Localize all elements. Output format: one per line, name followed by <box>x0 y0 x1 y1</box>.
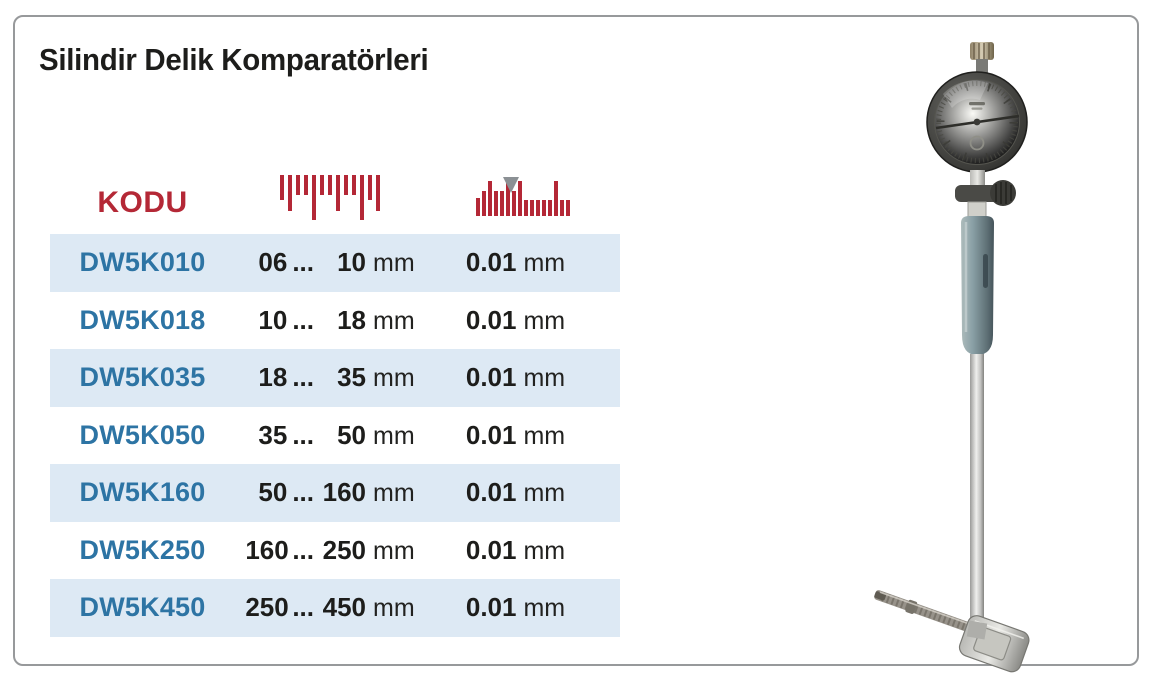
range-dots: ... <box>292 477 314 508</box>
range-unit: mm <box>373 594 415 623</box>
range-from: 10 <box>258 304 288 335</box>
range-unit: mm <box>373 536 415 565</box>
resolution-unit: mm <box>523 364 566 393</box>
header-code-cell: KODU <box>50 186 235 234</box>
dial-bore-gauge-illustration <box>874 42 1030 673</box>
range-dots: ... <box>292 534 314 565</box>
table-row: DW5K050 35... 50 mm 0.01 mm <box>50 407 620 465</box>
resolution-unit: mm <box>523 536 566 565</box>
table-row: DW5K010 06... 10 mm 0.01 mm <box>50 234 620 292</box>
range-to: 450 <box>322 592 366 623</box>
resolution-unit: mm <box>523 306 566 335</box>
range-to: 35 <box>337 362 366 393</box>
table-row: DW5K018 10... 18 mm 0.01 mm <box>50 292 620 350</box>
lock-knob <box>955 170 1016 218</box>
resolution-number: 0.01 <box>465 534 517 565</box>
rod-head-joint <box>966 620 988 640</box>
table-row: DW5K450 250... 450 mm 0.01 mm <box>50 579 620 637</box>
measuring-range: 18... 35 mm <box>235 362 425 393</box>
range-from: 18 <box>258 362 288 393</box>
range-unit: mm <box>373 479 415 508</box>
resolution-value: 0.01 mm <box>425 362 620 393</box>
product-code: DW5K250 <box>79 534 206 565</box>
range-dots: ... <box>292 419 314 450</box>
resolution-number: 0.01 <box>465 362 517 393</box>
range-to: 160 <box>322 477 366 508</box>
measuring-range: 35... 50 mm <box>235 420 425 451</box>
header-resolution-cell <box>425 177 620 234</box>
resolution-value: 0.01 mm <box>425 305 620 336</box>
resolution-unit: mm <box>523 421 566 450</box>
resolution-number: 0.01 <box>465 247 517 278</box>
resolution-value: 0.01 mm <box>425 477 620 508</box>
range-unit: mm <box>373 421 415 450</box>
product-table: KODU DW5K010 06... 10 mm 0.01 mm <box>50 167 620 637</box>
product-code: DW5K160 <box>79 477 206 508</box>
range-from: 160 <box>245 534 289 565</box>
product-code: DW5K050 <box>79 419 206 450</box>
page-title: Silindir Delik Komparatörleri <box>39 42 429 77</box>
table-row: DW5K035 18... 35 mm 0.01 mm <box>50 349 620 407</box>
dial-indicator <box>926 71 1028 173</box>
range-dots: ... <box>292 304 314 335</box>
product-code: DW5K450 <box>79 592 206 623</box>
table-header-row: KODU <box>50 167 620 234</box>
range-from: 35 <box>258 419 288 450</box>
resolution-value: 0.01 mm <box>425 535 620 566</box>
product-code: DW5K035 <box>79 362 206 393</box>
measuring-range: 250... 450 mm <box>235 592 425 623</box>
range-from: 250 <box>245 592 289 623</box>
range-from: 50 <box>258 477 288 508</box>
measuring-range: 160... 250 mm <box>235 535 425 566</box>
resolution-icon <box>475 177 570 216</box>
product-code: DW5K018 <box>79 304 206 335</box>
range-from: 06 <box>258 247 288 278</box>
range-to: 250 <box>322 534 366 565</box>
range-dots: ... <box>292 362 314 393</box>
measuring-range: 50... 160 mm <box>235 477 425 508</box>
grip-handle <box>961 216 994 355</box>
resolution-number: 0.01 <box>465 304 517 335</box>
probe-anvil <box>874 590 976 634</box>
resolution-number: 0.01 <box>465 477 517 508</box>
measuring-rod <box>970 354 984 635</box>
resolution-unit: mm <box>523 479 566 508</box>
code-column-label: KODU <box>97 186 188 219</box>
measuring-head <box>958 615 1030 673</box>
range-dots: ... <box>292 592 314 623</box>
pointer-triangle-icon <box>502 177 519 193</box>
product-code: DW5K010 <box>79 247 206 278</box>
measuring-range: 10... 18 mm <box>235 305 425 336</box>
resolution-value: 0.01 mm <box>425 592 620 623</box>
range-to: 18 <box>337 304 366 335</box>
top-knob <box>970 42 994 73</box>
measuring-range-icon <box>280 175 380 221</box>
measuring-range: 06... 10 mm <box>235 247 425 278</box>
resolution-number: 0.01 <box>465 592 517 623</box>
table-row: DW5K160 50... 160 mm 0.01 mm <box>50 464 620 522</box>
resolution-number: 0.01 <box>465 419 517 450</box>
range-unit: mm <box>373 306 415 335</box>
range-to: 10 <box>337 247 366 278</box>
resolution-unit: mm <box>523 249 566 278</box>
product-photo-dial-bore-gauge <box>870 32 1100 681</box>
range-to: 50 <box>337 419 366 450</box>
range-dots: ... <box>292 247 314 278</box>
header-range-cell <box>235 175 425 234</box>
range-unit: mm <box>373 249 415 278</box>
range-unit: mm <box>373 364 415 393</box>
resolution-unit: mm <box>523 594 566 623</box>
content-panel: Silindir Delik Komparatörleri KODU DW5K0… <box>13 15 1139 673</box>
table-row: DW5K250 160... 250 mm 0.01 mm <box>50 522 620 580</box>
resolution-value: 0.01 mm <box>425 420 620 451</box>
resolution-value: 0.01 mm <box>425 247 620 278</box>
